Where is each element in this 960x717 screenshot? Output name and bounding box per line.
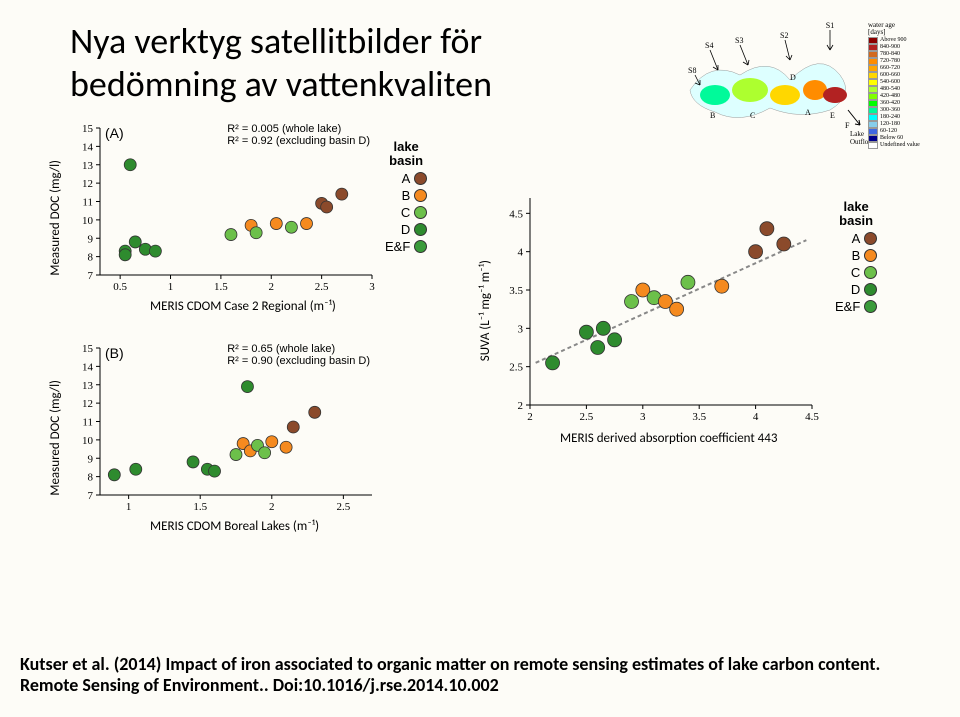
citation: Kutser et al. (2014) Impact of iron asso…: [20, 654, 920, 697]
svg-text:E: E: [830, 111, 835, 120]
svg-text:13: 13: [82, 160, 94, 172]
svg-text:0.5: 0.5: [113, 281, 127, 293]
legend-item-A: A: [385, 171, 427, 186]
svg-text:C: C: [750, 111, 755, 120]
svg-text:1: 1: [126, 501, 132, 513]
svg-text:2.5: 2.5: [315, 281, 329, 293]
svg-text:3: 3: [369, 281, 375, 293]
svg-text:4: 4: [518, 247, 524, 259]
plotA-xlabel: MERIS CDOM Case 2 Regional (m⁻¹): [150, 299, 336, 314]
plotA-panel-label: (A): [105, 125, 124, 141]
svg-text:2: 2: [269, 281, 275, 293]
svg-text:F: F: [845, 121, 850, 130]
water-age-map: S1 S2 S3 S4 S8 B C D E F A Lake Outflow …: [680, 20, 940, 160]
svg-text:10: 10: [82, 215, 94, 227]
plotB-ylabel: Measured DOC (mg/l): [48, 380, 63, 496]
scatter-plot-B: Measured DOC (mg/l) 11.522.5789101112131…: [60, 340, 380, 520]
svg-text:1: 1: [168, 281, 174, 293]
svg-text:D: D: [790, 73, 796, 82]
svg-text:11: 11: [82, 417, 93, 429]
svg-text:15: 15: [82, 343, 94, 355]
svg-text:8: 8: [88, 472, 94, 484]
svg-text:3: 3: [640, 411, 646, 423]
slide: Nya verktyg satellitbilder för bedömning…: [20, 20, 940, 697]
svg-text:Lake: Lake: [850, 130, 864, 138]
svg-text:4: 4: [753, 411, 759, 423]
svg-text:4.5: 4.5: [805, 411, 819, 423]
svg-text:9: 9: [88, 453, 94, 465]
svg-text:7: 7: [88, 270, 94, 282]
legend-left: lakebasin ABCDE&F: [385, 140, 427, 256]
svg-text:2: 2: [269, 501, 275, 513]
svg-text:S8: S8: [688, 66, 696, 75]
legend-item-D: D: [385, 222, 427, 237]
scatter-plot-A: Measured DOC (mg/l) 0.511.522.5378910111…: [60, 120, 380, 300]
svg-text:2.5: 2.5: [580, 411, 594, 423]
svg-text:12: 12: [82, 398, 93, 410]
plotC-xlabel: MERIS derived absorption coefficient 443: [560, 431, 777, 446]
svg-text:S3: S3: [735, 36, 743, 45]
legend-item-C: C: [835, 265, 877, 280]
svg-text:2.5: 2.5: [336, 501, 350, 513]
legend-item-B: B: [385, 188, 427, 203]
plotA-r2-excl: R² = 0.92 (excluding basin D): [227, 135, 370, 147]
page-title: Nya verktyg satellitbilder för bedömning…: [70, 20, 492, 106]
svg-text:S4: S4: [705, 41, 713, 50]
svg-text:11: 11: [82, 197, 93, 209]
svg-text:9: 9: [88, 233, 94, 245]
svg-text:A: A: [805, 108, 811, 117]
plotB-r2-whole: R² = 0.65 (whole lake): [227, 343, 370, 355]
svg-text:1.5: 1.5: [193, 501, 207, 513]
scatter-plot-C: SUVA (L⁻¹ mg⁻¹ m⁻¹) 22.533.544.522.533.5…: [490, 190, 820, 430]
svg-text:15: 15: [82, 123, 94, 135]
title-line2: bedömning av vattenkvaliten: [70, 62, 492, 106]
legend-item-C: C: [385, 205, 427, 220]
svg-text:S2: S2: [780, 31, 788, 40]
svg-text:1.5: 1.5: [214, 281, 228, 293]
svg-text:8: 8: [88, 252, 94, 264]
plotB-panel-label: (B): [105, 345, 124, 361]
plotA-r2-whole: R² = 0.005 (whole lake): [227, 123, 370, 135]
legend-item-E&F: E&F: [385, 239, 427, 254]
svg-text:3: 3: [518, 323, 524, 335]
legend-item-D: D: [835, 282, 877, 297]
svg-text:2: 2: [518, 400, 524, 412]
plotB-r2-excl: R² = 0.90 (excluding basin D): [227, 355, 370, 367]
svg-text:3.5: 3.5: [509, 285, 523, 297]
svg-text:B: B: [710, 111, 715, 120]
legend-item-E&F: E&F: [835, 299, 877, 314]
svg-text:2: 2: [527, 411, 533, 423]
svg-text:2.5: 2.5: [509, 362, 523, 374]
svg-text:3.5: 3.5: [692, 411, 706, 423]
svg-text:10: 10: [82, 435, 94, 447]
svg-text:S1: S1: [826, 21, 834, 30]
plotB-xlabel: MERIS CDOM Boreal Lakes (m⁻¹): [150, 519, 319, 534]
svg-text:4.5: 4.5: [509, 208, 523, 220]
legend-item-B: B: [835, 248, 877, 263]
plotA-ylabel: Measured DOC (mg/l): [48, 160, 63, 276]
map-legend-title: water age [days]: [868, 22, 938, 37]
legend-item-A: A: [835, 231, 877, 246]
svg-text:7: 7: [88, 490, 94, 502]
svg-text:12: 12: [82, 178, 93, 190]
svg-text:13: 13: [82, 380, 94, 392]
svg-text:14: 14: [82, 361, 94, 373]
plotC-ylabel: SUVA (L⁻¹ mg⁻¹ m⁻¹): [478, 260, 493, 361]
legend-right: lakebasin ABCDE&F: [835, 200, 877, 316]
title-line1: Nya verktyg satellitbilder för: [70, 19, 482, 63]
svg-text:14: 14: [82, 141, 94, 153]
